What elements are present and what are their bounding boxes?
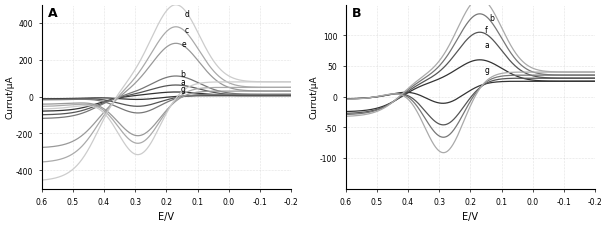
Text: g: g	[181, 84, 185, 93]
Text: B: B	[352, 7, 361, 20]
Text: A: A	[48, 7, 58, 20]
Y-axis label: Currut/μA: Currut/μA	[309, 75, 319, 119]
Text: d: d	[185, 10, 190, 19]
Text: a: a	[181, 78, 185, 87]
Y-axis label: Currut/μA: Currut/μA	[5, 75, 15, 119]
Text: a: a	[485, 41, 489, 50]
X-axis label: E/V: E/V	[462, 212, 478, 222]
Text: g: g	[485, 66, 489, 74]
Text: f: f	[485, 26, 487, 35]
Text: b: b	[181, 69, 185, 78]
Text: c: c	[185, 26, 189, 35]
Text: e: e	[182, 40, 187, 49]
X-axis label: E/V: E/V	[159, 212, 174, 222]
Text: b: b	[489, 14, 494, 23]
